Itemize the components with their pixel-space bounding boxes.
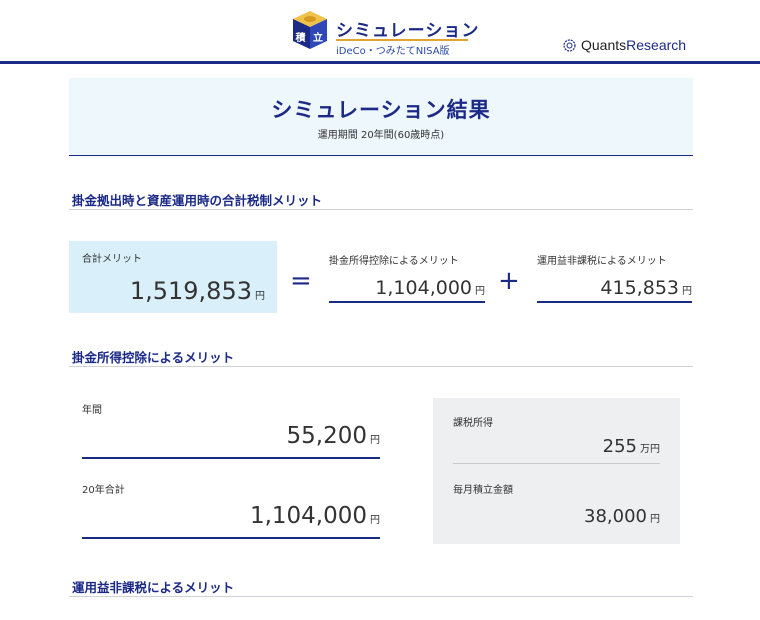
monthly-contribution-value: 38,000 円 [584, 506, 660, 527]
total-merit-box: 合計メリット 1,519,853 円 [69, 241, 277, 313]
equals-sign: = [290, 266, 312, 296]
twenty-year-merit-field: 20年合計 1,104,000 円 [82, 481, 380, 539]
gear-globe-icon [563, 38, 576, 52]
result-banner: シミュレーション結果 運用期間 20年間(60歳時点) [69, 78, 693, 156]
total-merit-value: 1,519,853 円 [129, 277, 265, 305]
site-header: 積 立 シミュレーション iDeCo・つみたてNISA版 Quants Rese… [0, 0, 760, 64]
title-underline [336, 39, 468, 41]
plus-sign: + [498, 266, 520, 296]
annual-merit-value: 55,200 円 [286, 423, 380, 449]
twenty-year-merit-value: 1,104,000 円 [249, 503, 380, 529]
unit-label: 円 [682, 286, 692, 297]
unit-label: 円 [370, 515, 380, 526]
unit-label: 円 [650, 514, 660, 525]
taxable-income-value: 255 万円 [602, 436, 660, 457]
taxable-income-label: 課税所得 [453, 418, 493, 429]
result-subtitle: 運用期間 20年間(60歳時点) [317, 130, 445, 141]
taxfree-merit-label: 運用益非課税によるメリット [537, 256, 667, 267]
deduction-heading: 掛金所得控除によるメリット [69, 347, 693, 367]
taxfree-heading: 運用益非課税によるメリット [69, 577, 693, 597]
deduction-merit-field: 掛金所得控除によるメリット 1,104,000 円 [329, 243, 485, 303]
logo-kanji-right: 立 [313, 31, 323, 44]
unit-label: 円 [370, 435, 380, 446]
unit-label: 円 [475, 286, 485, 297]
app-subtitle: iDeCo・つみたてNISA版 [336, 46, 450, 57]
unit-label: 万円 [640, 444, 660, 455]
total-merit-label: 合計メリット [82, 254, 142, 265]
unit-label: 円 [255, 291, 265, 302]
result-title: シミュレーション結果 [271, 98, 491, 122]
logo-kanji-left: 積 [295, 31, 307, 44]
brand-name-first: Quants [581, 37, 627, 53]
annual-merit-field: 年間 55,200 円 [82, 401, 380, 459]
annual-merit-label: 年間 [82, 405, 102, 416]
app-title[interactable]: シミュレーション [336, 21, 480, 41]
deduction-merit-value: 1,104,000 円 [375, 277, 485, 299]
divider [453, 463, 660, 464]
input-conditions-box: 課税所得 255 万円 毎月積立金額 38,000 円 [433, 398, 680, 544]
deduction-merit-label: 掛金所得控除によるメリット [329, 256, 459, 267]
summary-heading: 掛金拠出時と資産運用時の合計税制メリット [69, 190, 693, 210]
twenty-year-merit-label: 20年合計 [82, 485, 125, 496]
brand-name-second: Research [626, 37, 687, 53]
taxfree-merit-field: 運用益非課税によるメリット 415,853 円 [537, 243, 692, 303]
taxfree-merit-value: 415,853 円 [600, 277, 692, 299]
brand-logo[interactable]: Quants Research [563, 37, 686, 53]
monthly-contribution-label: 毎月積立金額 [453, 485, 513, 496]
app-logo-icon[interactable]: 積 立 [292, 10, 328, 50]
